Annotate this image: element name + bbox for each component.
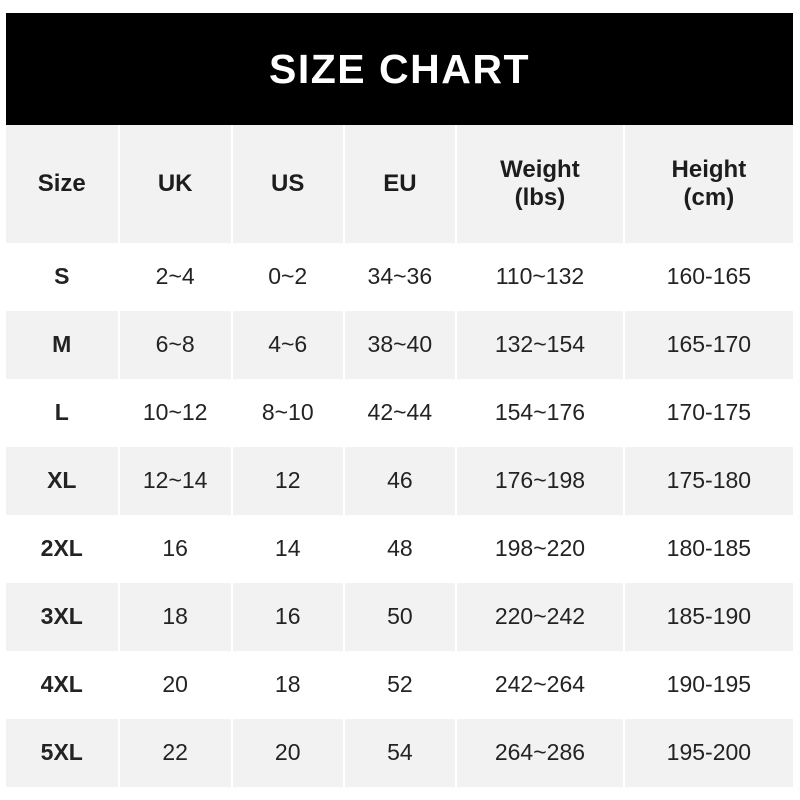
cell-weight: 264~286: [456, 719, 625, 787]
table-row: L 10~12 8~10 42~44 154~176 170-175: [6, 379, 793, 447]
cell-eu: 48: [343, 515, 458, 583]
cell-height: 190-195: [666, 671, 752, 698]
table-body: S 2~4 0~2 34~36 110~132 160-165 M 6~8 4~6 38~40 13…: [6, 243, 793, 787]
header-row: Size UK US EU Weight (lbs) Height (cm): [6, 125, 793, 243]
cell-eu: 38~40: [343, 311, 458, 379]
cell-uk: 6~8: [118, 311, 233, 379]
cell-uk: 10~12: [118, 379, 233, 447]
cell-height: 185-190: [666, 603, 752, 630]
cell-us: 20: [231, 719, 345, 787]
column-header-unit: (lbs): [514, 184, 566, 211]
column-header-uk: UK: [118, 125, 233, 243]
cell-height: 195-200: [666, 739, 752, 766]
cell-uk: 2~4: [118, 243, 233, 311]
cell-uk: 18: [118, 583, 233, 651]
column-header-eu: EU: [343, 125, 458, 243]
column-header-label: Height: [671, 155, 747, 183]
table-row: XL 12~14 12 46 176~198 175-180: [6, 447, 793, 515]
column-header-weight: Weight (lbs): [456, 125, 625, 243]
cell-height: 160-165: [666, 263, 752, 290]
table-row: 4XL 20 18 52 242~264 190-195: [6, 651, 793, 719]
column-header-label: Size: [37, 169, 86, 197]
table-row: 3XL 18 16 50 220~242 185-190: [6, 583, 793, 651]
column-header-label: Weight: [500, 155, 580, 183]
table-row: S 2~4 0~2 34~36 110~132 160-165: [6, 243, 793, 311]
cell-eu: 54: [343, 719, 458, 787]
size-label-cell: M: [6, 311, 120, 379]
cell-us: 18: [231, 651, 345, 719]
cell-weight: 132~154: [456, 311, 625, 379]
cell-us: 8~10: [231, 379, 345, 447]
size-label-cell: 2XL: [6, 515, 120, 583]
cell-height: 180-185: [666, 535, 752, 562]
cell-eu: 50: [343, 583, 458, 651]
column-header-label: UK: [157, 169, 193, 197]
cell-uk: 16: [118, 515, 233, 583]
column-header-size: Size: [6, 125, 120, 243]
cell-eu: 42~44: [343, 379, 458, 447]
cell-us: 0~2: [231, 243, 345, 311]
cell-us: 12: [231, 447, 345, 515]
table-row: 5XL 22 20 54 264~286 195-200: [6, 719, 793, 787]
cell-eu: 46: [343, 447, 458, 515]
cell-uk: 20: [118, 651, 233, 719]
size-label-cell: S: [6, 243, 120, 311]
table-row: 2XL 16 14 48 198~220 180-185: [6, 515, 793, 583]
title-banner: SIZE CHART: [6, 13, 793, 125]
size-label-cell: 4XL: [6, 651, 120, 719]
cell-height: 175-180: [666, 467, 752, 494]
size-label-cell: XL: [6, 447, 120, 515]
cell-us: 14: [231, 515, 345, 583]
column-header-height: Height (cm): [624, 125, 793, 243]
cell-weight: 220~242: [456, 583, 625, 651]
table-header: Size UK US EU Weight (lbs) Height (cm): [6, 125, 793, 243]
column-header-label: US: [271, 169, 305, 197]
cell-weight: 154~176: [456, 379, 625, 447]
cell-eu: 52: [343, 651, 458, 719]
column-header-label: EU: [383, 169, 417, 197]
cell-eu: 34~36: [343, 243, 458, 311]
cell-height: 170-175: [666, 399, 752, 426]
table-row: M 6~8 4~6 38~40 132~154 165-170: [6, 311, 793, 379]
size-label-cell: L: [6, 379, 120, 447]
column-header-unit: (cm): [683, 184, 735, 211]
cell-weight: 110~132: [456, 243, 625, 311]
cell-weight: 198~220: [456, 515, 625, 583]
cell-weight: 176~198: [456, 447, 625, 515]
cell-uk: 22: [118, 719, 233, 787]
cell-us: 4~6: [231, 311, 345, 379]
cell-weight: 242~264: [456, 651, 625, 719]
cell-uk: 12~14: [118, 447, 233, 515]
size-chart-table: Size UK US EU Weight (lbs) Height (cm) S 2~4 0~2 3…: [6, 125, 793, 787]
cell-us: 16: [231, 583, 345, 651]
size-label-cell: 3XL: [6, 583, 120, 651]
column-header-us: US: [231, 125, 345, 243]
size-label-cell: 5XL: [6, 719, 120, 787]
cell-height: 165-170: [666, 331, 752, 358]
page-title: SIZE CHART: [269, 45, 530, 92]
